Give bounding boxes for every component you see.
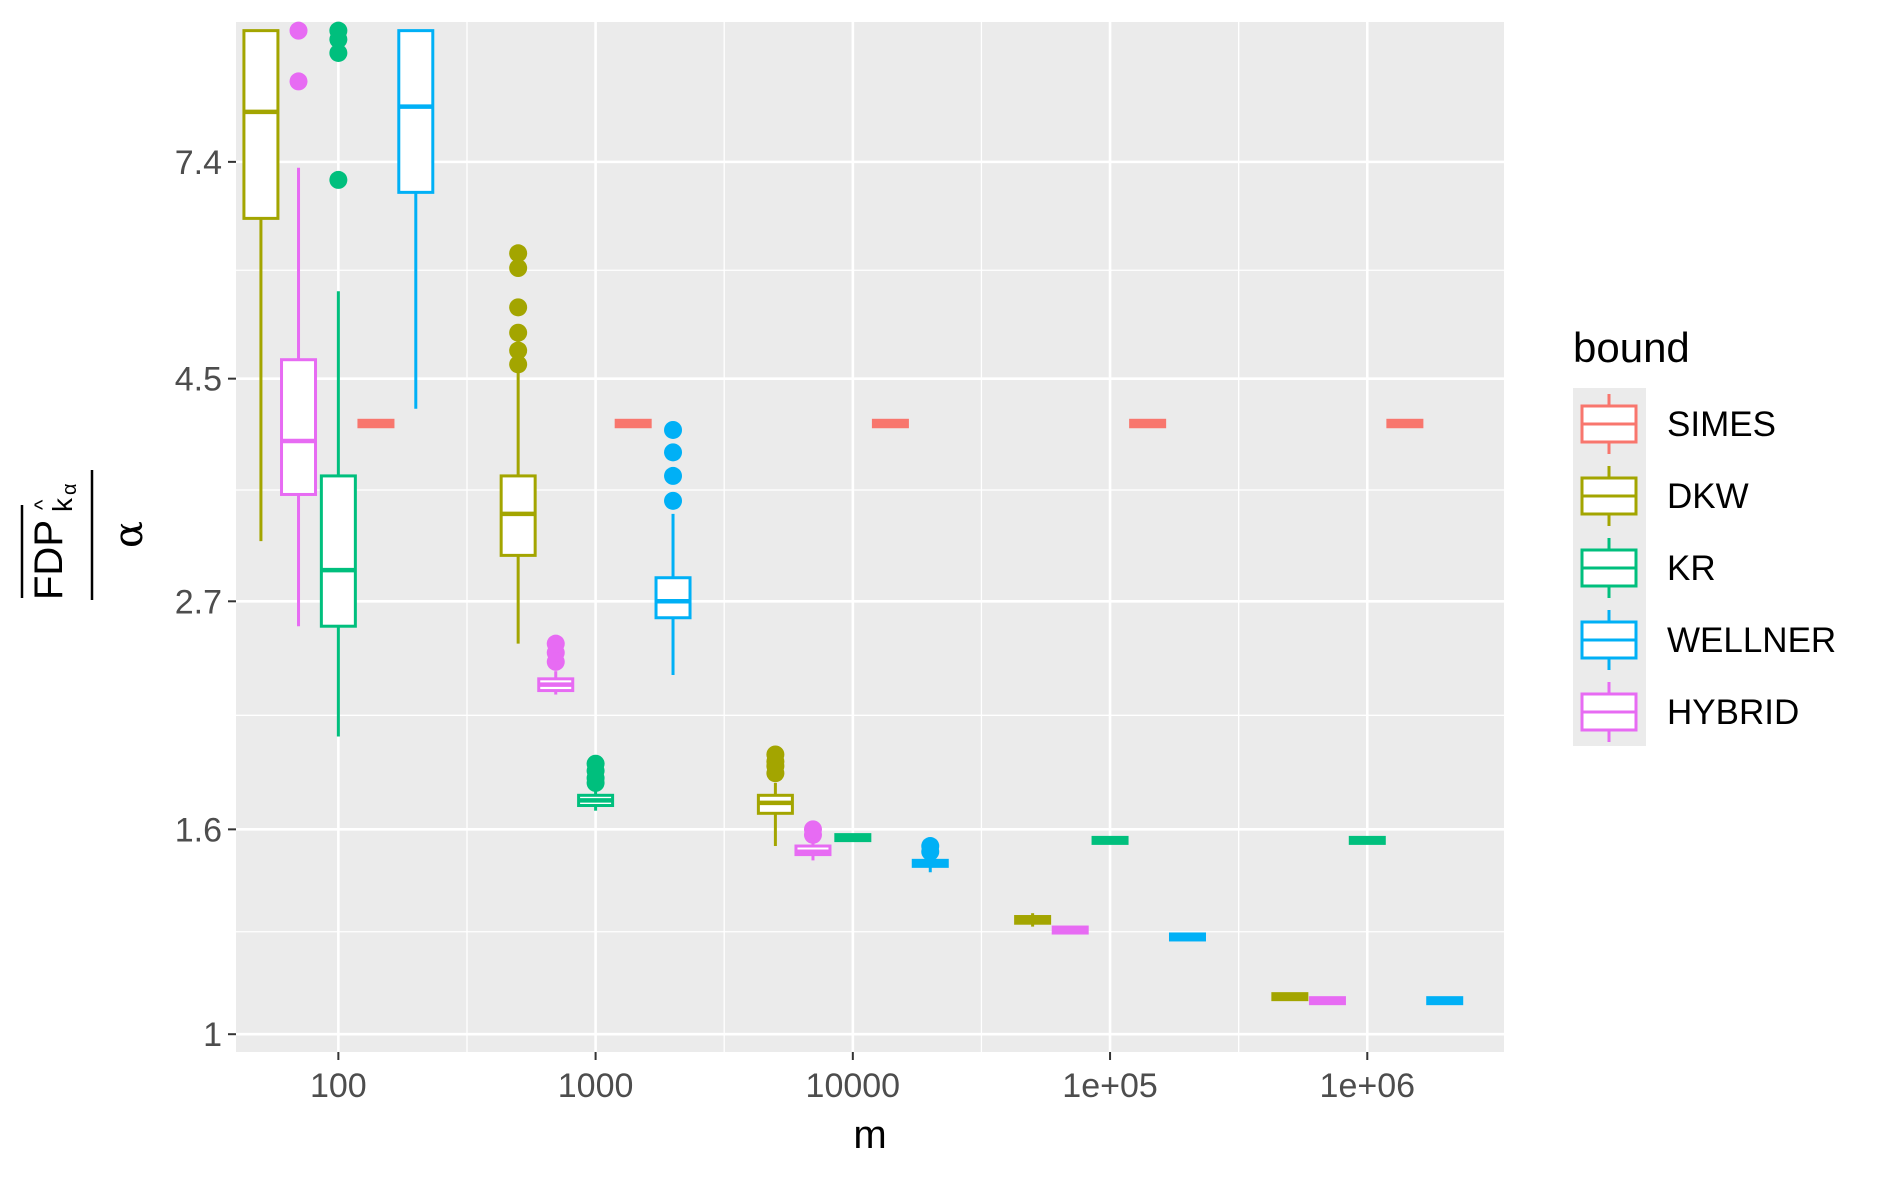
box-iqr xyxy=(654,576,692,620)
boxplot-simes xyxy=(614,418,652,429)
y-tick-label: 1.6 xyxy=(175,811,222,849)
outlier-point xyxy=(586,754,605,773)
boxplot-wellner xyxy=(1168,932,1206,942)
outlier-point xyxy=(509,244,528,263)
outlier-point xyxy=(509,323,528,342)
boxplot-simes xyxy=(1129,418,1167,429)
boxplot-kr xyxy=(577,754,615,811)
outlier-point xyxy=(289,72,308,91)
outlier-point xyxy=(766,745,785,764)
boxplot-wellner xyxy=(1426,996,1464,1006)
boxplot-simes xyxy=(871,418,909,429)
y-axis-title-denominator: α xyxy=(106,521,152,548)
y-tick-label: 4.5 xyxy=(175,361,222,399)
boxplot-dkw xyxy=(499,244,537,644)
x-tick-label: 10000 xyxy=(806,1067,901,1105)
legend-item-wellner: WELLNER xyxy=(1580,610,1836,670)
outlier-point xyxy=(509,355,528,374)
legend-label: SIMES xyxy=(1667,405,1776,444)
boxplot-hybrid xyxy=(280,21,318,627)
boxplot-kr xyxy=(319,21,357,737)
x-tick-label: 1e+05 xyxy=(1062,1067,1158,1105)
legend-title: bound xyxy=(1573,324,1690,371)
legend-label: WELLNER xyxy=(1667,621,1836,660)
outlier-point xyxy=(329,170,348,189)
outlier-point xyxy=(329,21,348,40)
boxplot-kr xyxy=(1348,835,1386,845)
legend-item-hybrid: HYBRID xyxy=(1580,682,1799,742)
legend-item-dkw: DKW xyxy=(1580,466,1749,526)
box-iqr xyxy=(397,29,435,194)
boxplot-hybrid xyxy=(1051,925,1089,935)
boxplot-simes xyxy=(357,418,395,429)
y-axis-title-sub: k xyxy=(47,497,78,512)
boxplot-dkw xyxy=(242,29,280,542)
boxplot-wellner xyxy=(397,29,435,409)
boxplot-dkw xyxy=(1271,992,1309,1002)
y-axis-title-fdp: FDP xyxy=(27,520,71,600)
legend-label: KR xyxy=(1667,549,1716,588)
boxplot-dkw xyxy=(1014,913,1052,927)
legend-label: HYBRID xyxy=(1667,693,1799,732)
y-tick-label: 2.7 xyxy=(175,583,222,621)
outlier-point xyxy=(664,466,683,485)
boxplot-wellner xyxy=(911,837,949,873)
legend-item-simes: SIMES xyxy=(1580,394,1776,454)
legend-keys: SIMES DKW KR WELLNER HYBRID xyxy=(1580,394,1836,742)
boxplot-kr xyxy=(1091,835,1129,845)
plot-panel xyxy=(236,22,1504,1052)
x-axis-title: m xyxy=(853,1113,886,1157)
boxplot-kr xyxy=(834,833,872,843)
outlier-point xyxy=(329,43,348,62)
y-tick-label: 1 xyxy=(203,1016,222,1054)
boxplot-simes xyxy=(1386,418,1424,429)
box-marks xyxy=(242,21,1464,1006)
y-axis: 1 1.6 2.7 4.5 7.4 xyxy=(175,144,236,1054)
outlier-point xyxy=(803,820,822,839)
outlier-point xyxy=(509,259,528,278)
x-tick-label: 1e+06 xyxy=(1320,1067,1416,1105)
outlier-point xyxy=(664,491,683,510)
boxplot-hybrid xyxy=(537,634,575,695)
x-tick-label: 1000 xyxy=(558,1067,634,1105)
outlier-point xyxy=(664,443,683,462)
outlier-point xyxy=(664,420,683,439)
legend: bound SIMES DKW KR WELLNER HYBRID xyxy=(1573,324,1836,746)
outlier-point xyxy=(921,837,940,856)
outlier-point xyxy=(509,298,528,317)
y-axis-title: FDP k α ^ α xyxy=(20,470,152,600)
x-tick-label: 100 xyxy=(310,1067,367,1105)
boxplot-wellner xyxy=(654,420,692,675)
outlier-point xyxy=(509,341,528,360)
outlier-point xyxy=(289,21,308,40)
x-axis: 100 1000 10000 1e+05 1e+06 xyxy=(310,1052,1415,1105)
boxplot-hybrid xyxy=(794,820,832,861)
boxplot-hybrid xyxy=(1308,996,1346,1006)
y-axis-title-sub-alpha: α xyxy=(59,483,81,495)
legend-item-kr: KR xyxy=(1580,538,1716,598)
legend-label: DKW xyxy=(1667,477,1749,516)
y-axis-title-hat: ^ xyxy=(30,499,55,510)
y-tick-label: 7.4 xyxy=(175,144,222,182)
grid-lines xyxy=(236,22,1504,1052)
box-iqr xyxy=(319,474,357,628)
box-iqr xyxy=(280,358,318,496)
outlier-point xyxy=(546,634,565,653)
boxplot-dkw xyxy=(756,745,794,847)
box-iqr xyxy=(242,29,280,220)
